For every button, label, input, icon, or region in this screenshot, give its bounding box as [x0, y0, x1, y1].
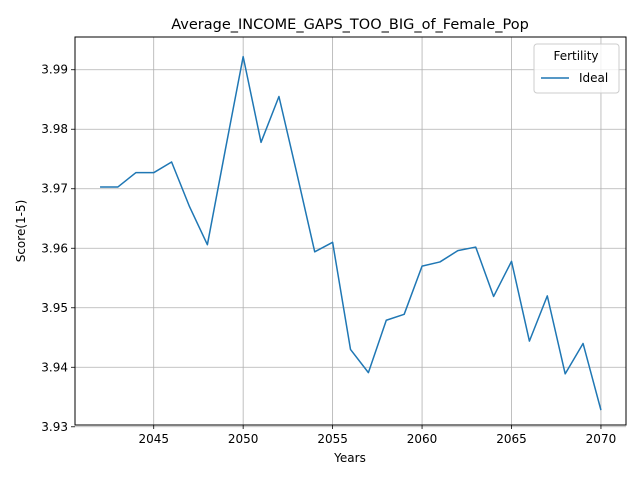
y-axis-label: Score(1-5) — [14, 200, 28, 263]
legend-title: Fertility — [553, 49, 598, 63]
y-tick-label: 3.99 — [41, 63, 68, 77]
axis-ticks: 2045 2050 2055 2060 2065 2070 3.93 3.94 3.95 3.96… — [41, 63, 616, 446]
x-tick-label: 2045 — [138, 432, 169, 446]
y-tick-label: 3.95 — [41, 301, 68, 315]
x-axis-label: Years — [333, 451, 366, 465]
legend-label-ideal: Ideal — [579, 71, 608, 85]
y-tick-label: 3.94 — [41, 360, 68, 374]
y-tick-label: 3.93 — [41, 420, 68, 434]
x-tick-label: 2050 — [228, 432, 259, 446]
x-tick-label: 2065 — [496, 432, 527, 446]
y-tick-label: 3.96 — [41, 241, 68, 255]
y-tick-label: 3.97 — [41, 182, 68, 196]
chart-title: Average_INCOME_GAPS_TOO_BIG_of_Female_Po… — [171, 17, 529, 33]
x-tick-label: 2060 — [407, 432, 438, 446]
x-tick-label: 2070 — [586, 432, 617, 446]
y-tick-label: 3.98 — [41, 122, 68, 136]
x-tick-label: 2055 — [317, 432, 348, 446]
series-group — [100, 55, 602, 411]
plot-frame — [74, 36, 627, 426]
legend-box — [533, 43, 620, 94]
grid-lines — [75, 37, 626, 428]
legend: Fertility Ideal — [533, 43, 620, 94]
